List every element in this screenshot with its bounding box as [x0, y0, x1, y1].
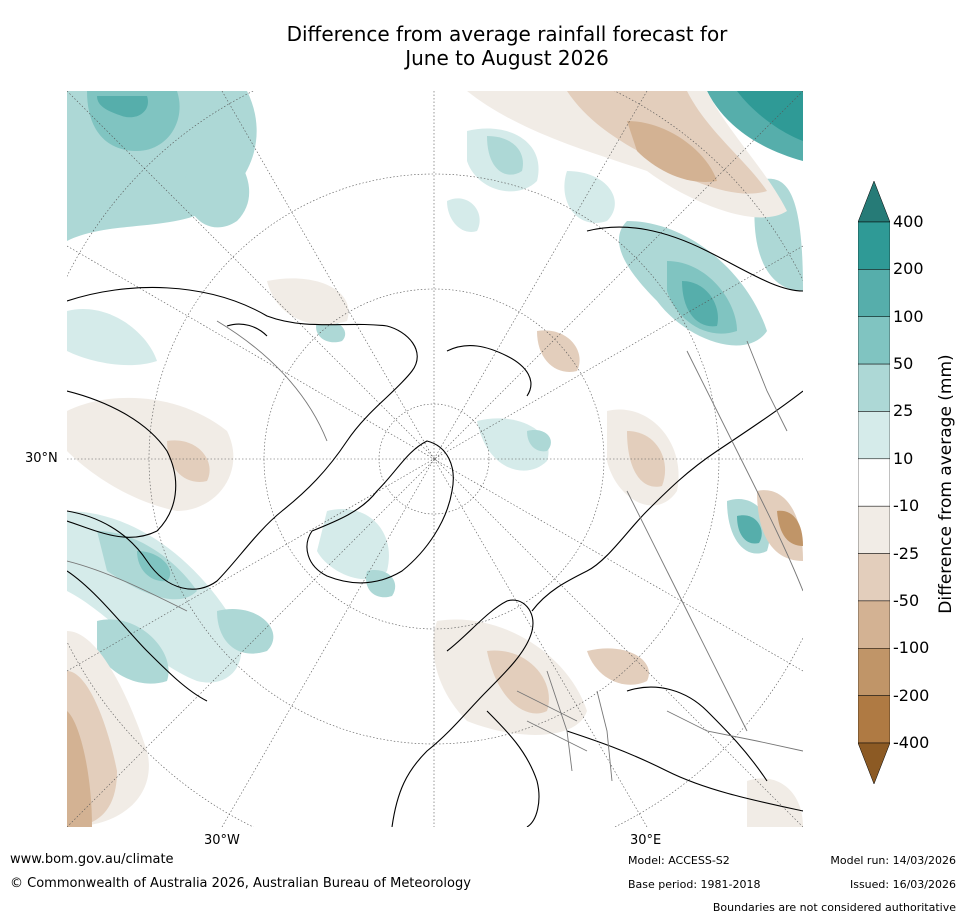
colorbar-tick-label: -50 — [893, 590, 920, 610]
colorbar-tick-label: -10 — [893, 496, 920, 516]
base-period-text: Base period: 1981-2018 — [628, 878, 761, 891]
colorbar-extend-bottom — [857, 742, 891, 785]
colorbar-tick-label: -100 — [893, 638, 930, 658]
colorbar-tick-label: 25 — [893, 401, 914, 421]
colorbar-swatch — [857, 269, 891, 317]
colorbar-swatch — [857, 411, 891, 460]
colorbar-tick-label: -25 — [893, 543, 920, 563]
website-link[interactable]: www.bom.gov.au/climate — [10, 852, 174, 867]
colorbar — [857, 180, 891, 785]
model-run-text: Model run: 14/03/2026 — [830, 854, 956, 867]
colorbar-label: Difference from average (mm) — [936, 354, 956, 614]
colorbar-swatch — [857, 505, 891, 554]
colorbar-tick-label: 10 — [893, 448, 914, 468]
colorbar-tick-label: 50 — [893, 354, 914, 374]
title-line-1: Difference from average rainfall forecas… — [286, 22, 728, 46]
country-borders — [67, 320, 803, 782]
colorbar-swatch — [857, 363, 891, 412]
dry-anomaly-regions — [67, 91, 803, 827]
graticule — [67, 91, 803, 827]
lat-label-30n: 30°N — [25, 451, 58, 466]
lon-label-30e: 30°E — [630, 833, 662, 848]
colorbar-swatch — [857, 600, 891, 649]
colorbar-swatch — [857, 316, 891, 365]
colorbar-tick-label: 400 — [893, 212, 924, 231]
colorbar-swatch — [857, 458, 891, 507]
title-line-2: June to August 2026 — [405, 46, 609, 70]
issued-text: Issued: 16/03/2026 — [849, 878, 956, 891]
colorbar-extend-top — [857, 180, 891, 223]
colorbar-tick-label: -200 — [893, 685, 930, 705]
chart-title: Difference from average rainfall forecas… — [67, 22, 947, 70]
map-svg — [67, 91, 803, 827]
model-text: Model: ACCESS-S2 — [628, 854, 730, 867]
colorbar-tick-label: 100 — [893, 306, 924, 326]
disclaimer-text: Boundaries are not considered authoritat… — [712, 901, 956, 914]
colorbar-tick-label: -400 — [893, 733, 930, 752]
colorbar-swatch — [857, 221, 891, 270]
colorbar-swatch — [857, 648, 891, 696]
copyright-text: © Commonwealth of Australia 2026, Austra… — [10, 876, 471, 891]
coastlines — [67, 226, 803, 827]
rainfall-map — [67, 91, 803, 827]
colorbar-swatch — [857, 695, 891, 744]
lon-label-30w: 30°W — [204, 833, 240, 848]
colorbar-tick-label: 200 — [893, 259, 924, 279]
colorbar-swatch — [857, 553, 891, 602]
colorbar-svg — [857, 180, 891, 785]
